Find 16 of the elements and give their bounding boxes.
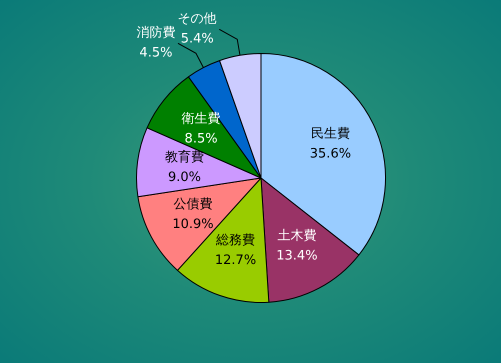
slice-label: 土木費	[277, 228, 316, 244]
slice-label: 教育費	[164, 149, 204, 166]
data-label: 12.7%	[214, 253, 256, 268]
slice-label: 消防費	[136, 26, 176, 41]
slice-label: 民生費	[310, 126, 350, 142]
data-label: 4.5%	[139, 46, 172, 61]
slice-label: 公債費	[174, 196, 213, 212]
slice-label: 総務費	[215, 233, 256, 248]
slice-label: その他	[178, 12, 217, 27]
data-label: 8.5%	[184, 132, 218, 147]
data-label: 10.9%	[172, 216, 214, 232]
data-label: 35.6%	[310, 146, 352, 162]
data-label: 9.0%	[168, 170, 201, 186]
data-label: 5.4%	[180, 32, 214, 47]
slice-label: 衛生費	[182, 112, 221, 127]
data-label: 13.4%	[276, 248, 318, 264]
